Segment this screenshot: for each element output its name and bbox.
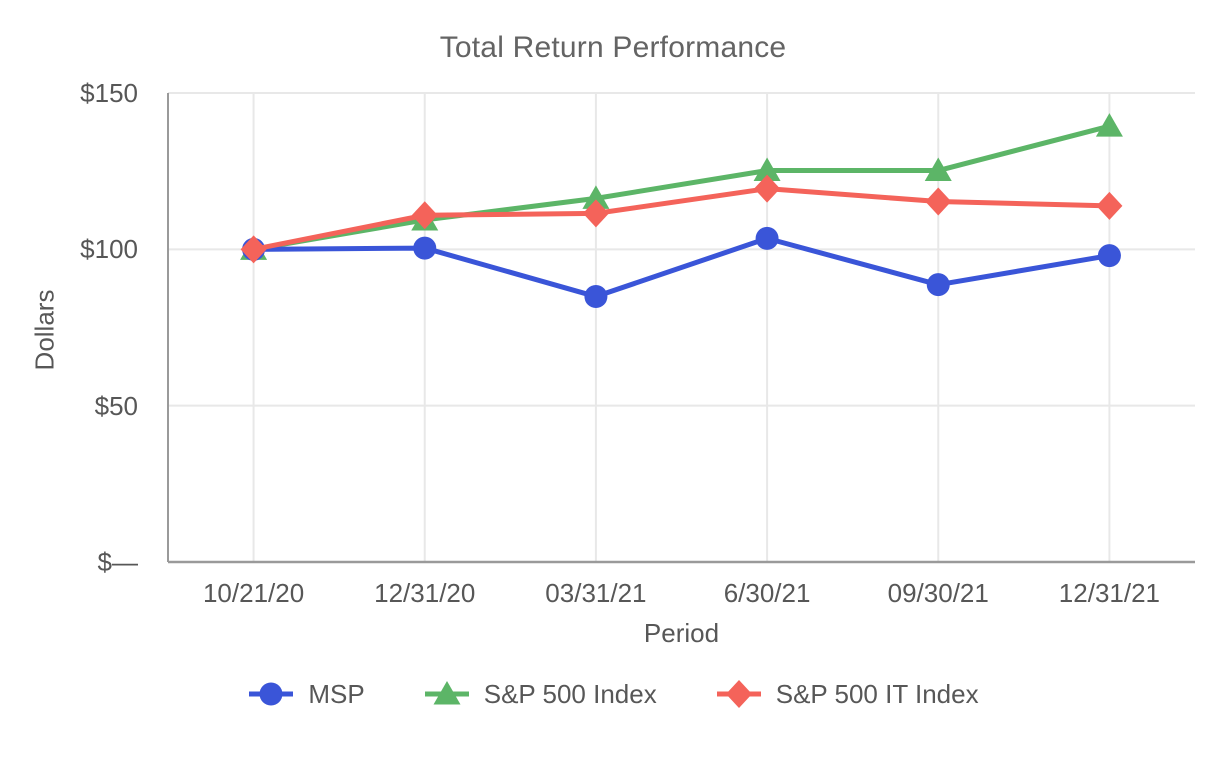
s-p-500-index-triangle-icon bbox=[424, 681, 469, 705]
x-tick-label: 09/30/21 bbox=[887, 578, 989, 608]
y-axis-title: Dollars bbox=[29, 289, 60, 371]
y-tick-label: $50 bbox=[94, 390, 138, 421]
y-tick-label: $150 bbox=[80, 78, 138, 108]
x-tick-label: 12/31/20 bbox=[374, 578, 476, 608]
msp-marker bbox=[755, 226, 779, 250]
s-p-500-index-marker bbox=[1095, 113, 1123, 137]
legend-item-label: MSP bbox=[308, 678, 365, 709]
msp-marker bbox=[413, 236, 437, 260]
s-p-500-it-index-marker bbox=[582, 199, 609, 228]
legend-item-s-p-500-index: S&P 500 Index bbox=[423, 678, 657, 710]
x-axis-title: Period bbox=[643, 618, 720, 648]
legend-item-msp: MSP bbox=[247, 678, 365, 710]
x-tick-label: 12/31/21 bbox=[1058, 578, 1161, 608]
msp-line bbox=[251, 235, 1112, 300]
s-p-500-index-line bbox=[251, 123, 1112, 252]
s-p-500-index-marker bbox=[582, 185, 610, 209]
msp-marker bbox=[584, 285, 608, 309]
legend: MSP S&P 500 Index S&P 500 IT Index bbox=[0, 678, 1226, 710]
legend-item-s-p-500-it-index: S&P 500 IT Index bbox=[715, 678, 979, 710]
s-p-500-it-index-marker bbox=[1096, 191, 1123, 220]
y-tick-label: $— bbox=[97, 547, 138, 577]
s-p-500-it-index-marker bbox=[240, 235, 267, 264]
s-p-500-index-marker bbox=[924, 157, 952, 182]
chart-title: Total Return Performance bbox=[439, 31, 787, 64]
msp-marker bbox=[1097, 244, 1121, 268]
s-p-500-it-index-marker bbox=[411, 201, 438, 230]
legend-marker-sample bbox=[259, 682, 283, 706]
x-tick-label: 03/31/21 bbox=[545, 578, 647, 608]
y-tick-label: $100 bbox=[80, 234, 138, 265]
x-tick-label: 10/21/20 bbox=[202, 578, 305, 608]
legend-item-label: S&P 500 Index bbox=[483, 678, 657, 709]
legend-marker-sample bbox=[725, 680, 752, 708]
legend-item-label: S&P 500 IT Index bbox=[775, 678, 979, 709]
s-p-500-it-index-diamond-icon bbox=[716, 680, 761, 708]
s-p-500-index-marker bbox=[753, 157, 781, 182]
s-p-500-it-index-line bbox=[251, 186, 1112, 252]
s-p-500-it-index-marker bbox=[754, 174, 781, 203]
s-p-500-it-index-marker bbox=[925, 187, 952, 216]
msp-marker bbox=[926, 273, 950, 297]
x-tick-label: 6/30/21 bbox=[723, 578, 811, 608]
msp-circle-icon bbox=[249, 682, 294, 706]
legend-marker-sample bbox=[433, 681, 461, 705]
